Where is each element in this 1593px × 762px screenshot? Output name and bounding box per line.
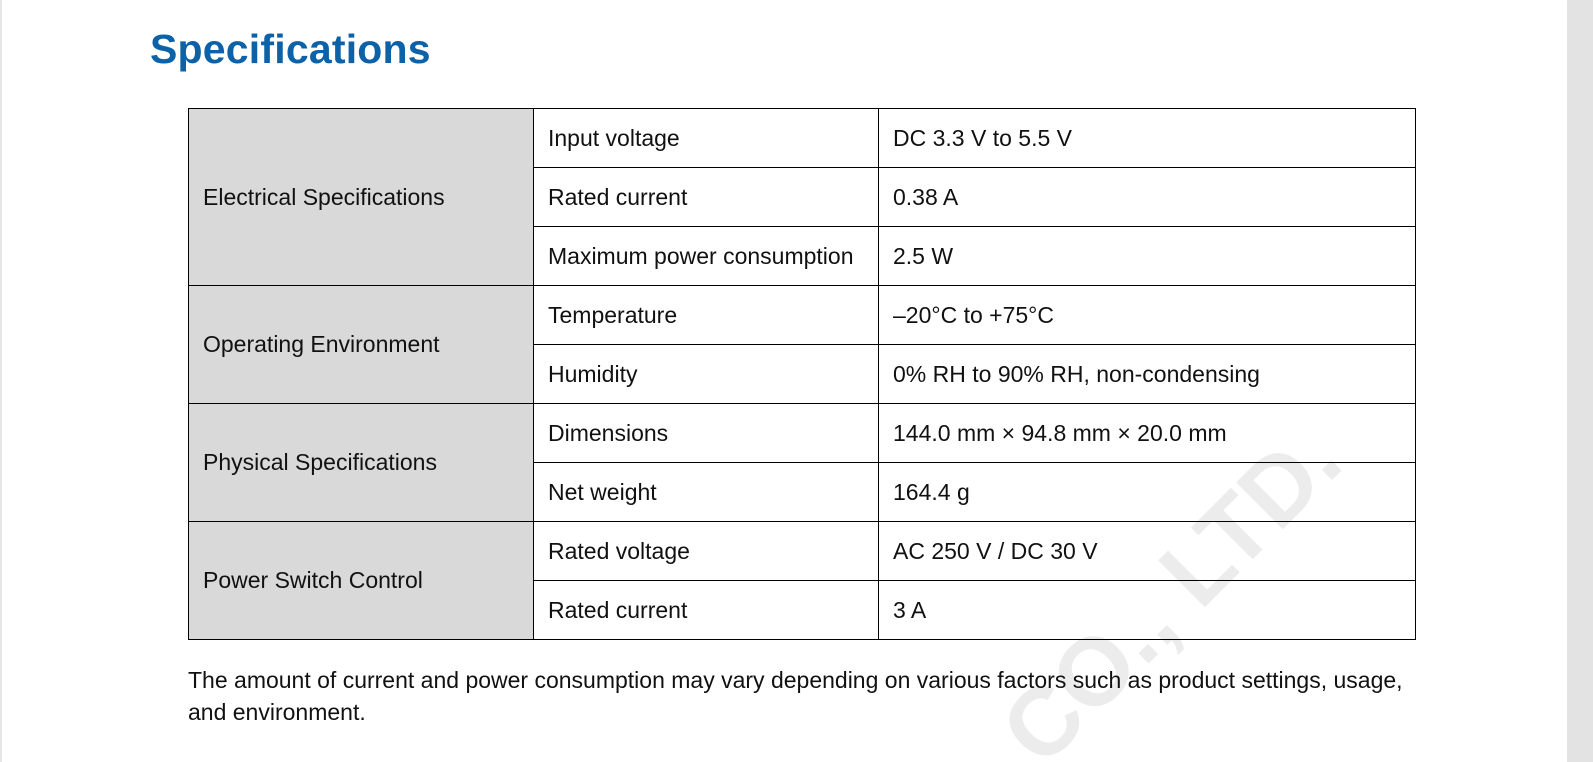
param-cell: Dimensions: [534, 404, 879, 463]
param-cell: Rated current: [534, 581, 879, 640]
table-row: Physical Specifications Dimensions 144.0…: [189, 404, 1416, 463]
category-cell: Electrical Specifications: [189, 109, 534, 286]
category-cell: Physical Specifications: [189, 404, 534, 522]
value-cell: 2.5 W: [879, 227, 1416, 286]
param-cell: Rated current: [534, 168, 879, 227]
value-cell: AC 250 V / DC 30 V: [879, 522, 1416, 581]
value-cell: 164.4 g: [879, 463, 1416, 522]
param-cell: Net weight: [534, 463, 879, 522]
value-cell: 144.0 mm × 94.8 mm × 20.0 mm: [879, 404, 1416, 463]
value-cell: 0.38 A: [879, 168, 1416, 227]
page-title: Specifications: [150, 26, 431, 73]
table-row: Electrical Specifications Input voltage …: [189, 109, 1416, 168]
value-cell: 0% RH to 90% RH, non-condensing: [879, 345, 1416, 404]
param-cell: Temperature: [534, 286, 879, 345]
footnote: The amount of current and power consumpt…: [188, 664, 1428, 728]
value-cell: 3 A: [879, 581, 1416, 640]
table-row: Power Switch Control Rated voltage AC 25…: [189, 522, 1416, 581]
value-cell: –20°C to +75°C: [879, 286, 1416, 345]
param-cell: Input voltage: [534, 109, 879, 168]
param-cell: Maximum power consumption: [534, 227, 879, 286]
param-cell: Rated voltage: [534, 522, 879, 581]
viewer-scroll-gutter[interactable]: [1567, 0, 1593, 762]
value-cell: DC 3.3 V to 5.5 V: [879, 109, 1416, 168]
specifications-table: Electrical Specifications Input voltage …: [188, 108, 1416, 640]
category-cell: Operating Environment: [189, 286, 534, 404]
table-row: Operating Environment Temperature –20°C …: [189, 286, 1416, 345]
category-cell: Power Switch Control: [189, 522, 534, 640]
param-cell: Humidity: [534, 345, 879, 404]
